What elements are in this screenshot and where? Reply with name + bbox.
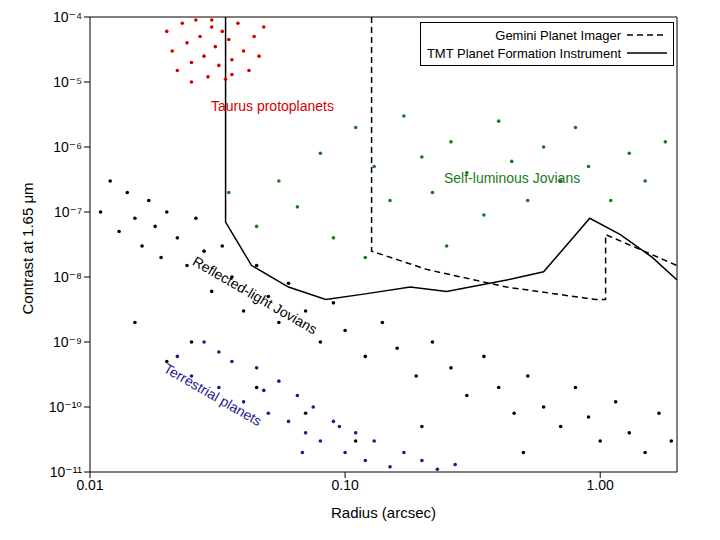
html-text:Self-luminous Jovians: Self-luminous Jovians [444, 170, 581, 186]
html-text:TMT Planet Formation Instrumen: TMT Planet Formation Instrument [426, 45, 621, 61]
svg-text:10⁻⁶: 10⁻⁶ [53, 139, 82, 155]
svg-text:Contrast at 1.65 μm: Contrast at 1.65 μm [19, 182, 36, 314]
html-text:Gemini Planet Imager: Gemini Planet Imager [495, 27, 621, 43]
svg-text:10⁻⁴: 10⁻⁴ [53, 9, 82, 25]
svg-text:10⁻¹⁰: 10⁻¹⁰ [49, 399, 83, 415]
svg-text:0.10: 0.10 [331, 477, 358, 493]
svg-text:1.00: 1.00 [587, 477, 614, 493]
svg-text:10⁻¹¹: 10⁻¹¹ [50, 464, 83, 480]
svg-text:Radius (arcsec): Radius (arcsec) [331, 504, 436, 521]
svg-text:10⁻⁸: 10⁻⁸ [53, 269, 82, 285]
html-text:Reflected-light Jovians: Reflected-light Jovians [190, 253, 320, 338]
svg-text:10⁻⁵: 10⁻⁵ [53, 74, 82, 90]
html-text:Taurus protoplanets: Taurus protoplanets [211, 98, 334, 114]
html-text:Terrestrial planets: Terrestrial planets [161, 360, 265, 430]
svg-text:10⁻⁹: 10⁻⁹ [53, 334, 82, 350]
svg-text:10⁻⁷: 10⁻⁷ [54, 204, 82, 220]
svg-text:0.01: 0.01 [76, 476, 104, 493]
